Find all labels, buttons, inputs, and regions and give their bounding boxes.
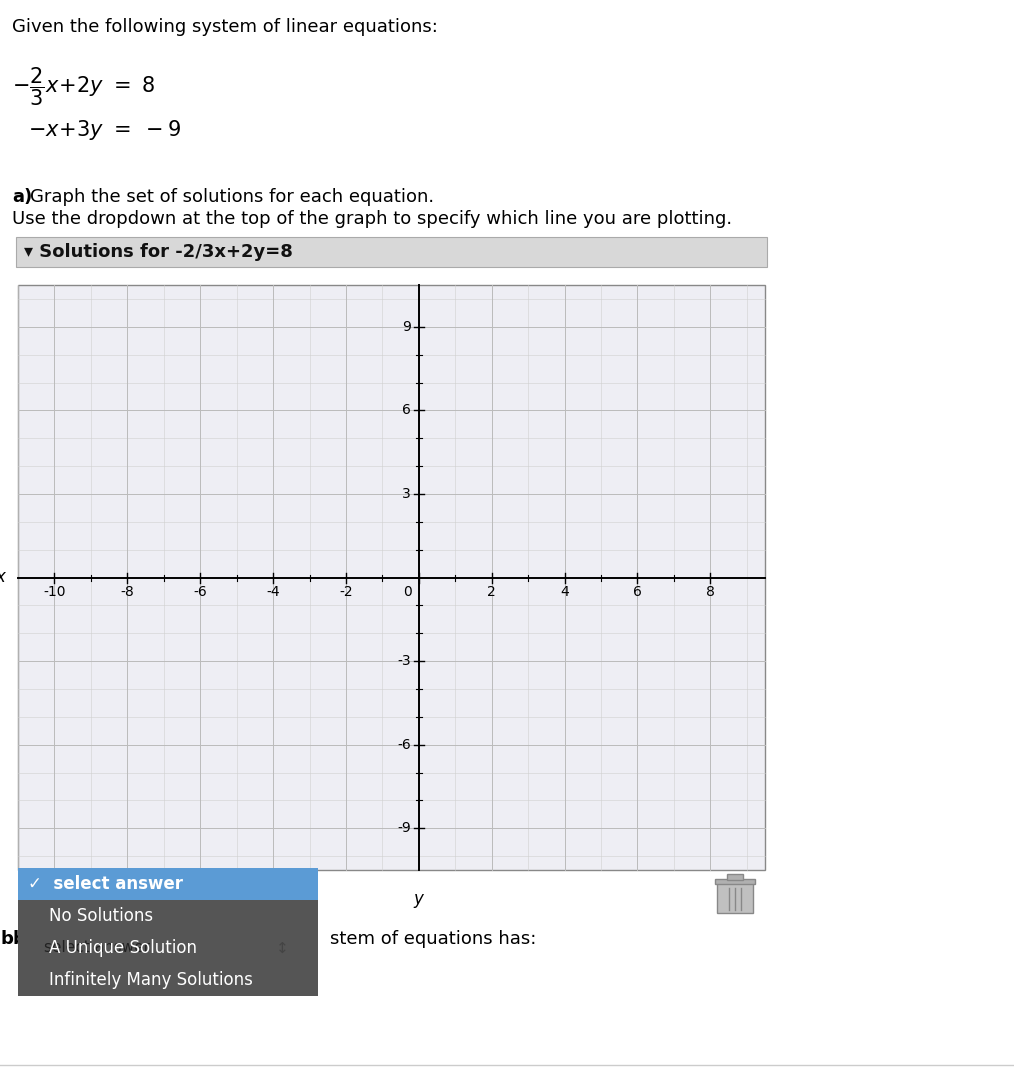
Text: 6: 6 — [633, 585, 642, 599]
Text: stem of equations has:: stem of equations has: — [330, 930, 536, 948]
Text: b: b — [0, 930, 13, 948]
Text: select answer: select answer — [44, 941, 150, 956]
Text: Given the following system of linear equations:: Given the following system of linear equ… — [12, 18, 438, 37]
Bar — [715, 879, 755, 884]
Text: -9: -9 — [397, 822, 411, 836]
Text: 8: 8 — [706, 585, 715, 599]
Bar — [727, 874, 743, 880]
Text: 0: 0 — [404, 585, 412, 599]
Bar — [18, 868, 318, 900]
Text: No Solutions: No Solutions — [28, 908, 153, 925]
Bar — [37, 934, 296, 962]
Text: 6: 6 — [402, 404, 411, 418]
Text: Graph the set of solutions for each equation.: Graph the set of solutions for each equa… — [30, 188, 434, 206]
Text: -4: -4 — [267, 585, 280, 599]
Text: -6: -6 — [397, 738, 411, 752]
Text: 2: 2 — [488, 585, 496, 599]
Text: y: y — [414, 890, 424, 908]
Text: 3: 3 — [403, 487, 411, 500]
Text: -2: -2 — [339, 585, 353, 599]
Bar — [18, 900, 318, 996]
Text: x: x — [0, 568, 5, 586]
Text: ↕: ↕ — [276, 941, 288, 956]
Text: ▾ Solutions for -2/3x+2y=8: ▾ Solutions for -2/3x+2y=8 — [24, 243, 293, 261]
Text: -3: -3 — [397, 654, 411, 668]
Text: $-x\!+\!3y\ =\ -9$: $-x\!+\!3y\ =\ -9$ — [28, 118, 182, 142]
Text: Use the dropdown at the top of the graph to specify which line you are plotting.: Use the dropdown at the top of the graph… — [12, 211, 732, 228]
Bar — [18, 285, 765, 870]
Text: Infinitely Many Solutions: Infinitely Many Solutions — [28, 971, 252, 989]
Bar — [717, 883, 753, 913]
Text: b): b) — [12, 930, 33, 948]
Text: a): a) — [12, 188, 32, 206]
Text: 4: 4 — [560, 585, 569, 599]
Text: A Unique Solution: A Unique Solution — [28, 939, 197, 957]
Text: -8: -8 — [121, 585, 134, 599]
Text: $-\dfrac{2}{3}x\!+\!2y\ =\ 8$: $-\dfrac{2}{3}x\!+\!2y\ =\ 8$ — [12, 66, 155, 107]
Bar — [16, 237, 767, 267]
Text: -6: -6 — [194, 585, 207, 599]
Text: ✓  select answer: ✓ select answer — [28, 875, 183, 892]
Bar — [34, 932, 298, 964]
Text: 9: 9 — [402, 320, 411, 334]
Text: -10: -10 — [44, 585, 66, 599]
